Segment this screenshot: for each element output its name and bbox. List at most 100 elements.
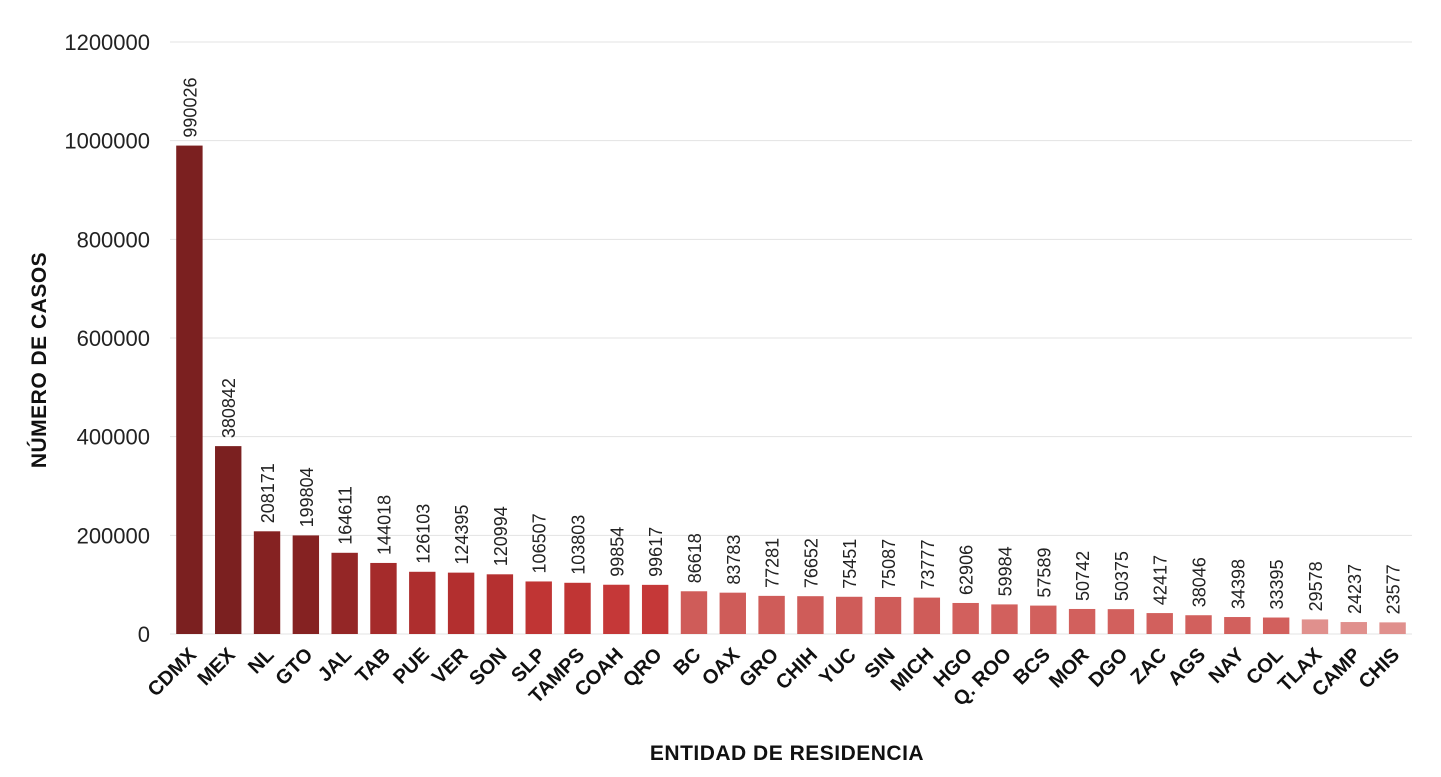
data-label: 75451	[840, 539, 860, 589]
x-tick-label: MICH	[887, 644, 939, 696]
bar-bcs	[1030, 605, 1057, 634]
data-label: 33395	[1267, 559, 1287, 609]
x-tick-label: BCS	[1009, 644, 1054, 689]
bar-tab	[370, 562, 397, 634]
data-label: 126103	[413, 504, 433, 564]
y-tick-label: 1200000	[64, 30, 150, 55]
data-label: 99854	[607, 527, 627, 577]
bar-chih	[797, 596, 824, 634]
data-label: 50375	[1112, 551, 1132, 601]
bar-mex	[215, 446, 242, 634]
x-tick-label: YUC	[815, 644, 860, 689]
bar-jal	[331, 552, 358, 634]
data-label: 208171	[258, 463, 278, 523]
bar-oax	[719, 592, 746, 634]
x-tick-label: OAX	[698, 644, 745, 691]
y-axis-title: NÚMERO DE CASOS	[27, 252, 51, 468]
data-label: 124395	[452, 505, 472, 565]
bar-chis	[1379, 622, 1406, 634]
bar-mich	[913, 597, 941, 634]
x-tick-label: PUE	[389, 644, 434, 689]
bar-gto	[292, 535, 320, 634]
data-label: 77281	[763, 538, 783, 588]
bar-zac	[1146, 613, 1173, 634]
data-label: 24237	[1345, 564, 1365, 614]
x-tick-label: GTO	[271, 644, 317, 690]
x-axis-title: ENTIDAD DE RESIDENCIA	[650, 742, 924, 765]
x-tick-label: DGO	[1085, 644, 1133, 692]
bar-son	[486, 574, 514, 634]
gridlines	[170, 41, 1412, 635]
x-tick-label: ZAC	[1127, 644, 1172, 689]
y-tick-label: 400000	[77, 425, 150, 450]
bar-hgo	[952, 602, 979, 634]
data-label: 38046	[1190, 557, 1210, 607]
data-labels: 990026 380842 208171 199804 164611 144018 1261…	[180, 78, 1403, 615]
x-tick-label: MOR	[1045, 644, 1094, 693]
bar-pue	[409, 571, 436, 634]
data-label: 75087	[879, 539, 899, 589]
bar-q-roo	[991, 604, 1018, 634]
data-label: 29578	[1306, 561, 1326, 611]
data-label: 57589	[1034, 548, 1054, 598]
data-label: 164611	[336, 486, 356, 545]
y-tick-label: 600000	[77, 326, 150, 351]
bar-ver	[447, 572, 475, 634]
x-tick-label: TAB	[351, 644, 395, 688]
bar-mor	[1068, 608, 1096, 634]
data-label: 106507	[530, 513, 550, 573]
bar-qro	[641, 584, 669, 634]
bar-bc	[680, 591, 708, 634]
data-label: 86618	[685, 533, 705, 583]
data-label: 990026	[180, 78, 200, 138]
bar-camp	[1340, 622, 1367, 634]
x-tick-label: QRO	[619, 644, 667, 692]
x-tick-label: JAL	[314, 644, 356, 686]
x-tick-label: VER	[428, 644, 473, 689]
data-label: 144018	[374, 495, 394, 555]
data-label: 23577	[1384, 564, 1404, 614]
data-label: 103803	[569, 515, 589, 575]
data-label: 34398	[1228, 559, 1248, 609]
data-label: 99617	[646, 527, 666, 577]
bars	[176, 145, 1406, 635]
data-label: 50742	[1073, 551, 1093, 601]
bar-nl	[253, 531, 281, 634]
data-label: 380842	[219, 378, 239, 438]
x-tick-label: MEX	[194, 644, 241, 691]
data-label: 42417	[1151, 555, 1171, 605]
bar-ags	[1185, 615, 1212, 634]
y-axis-tick-labels: 0 200000 400000 600000 800000 1000000 1200000	[64, 30, 150, 647]
bar-col	[1262, 617, 1290, 634]
bar-dgo	[1107, 609, 1135, 634]
data-label: 120994	[491, 506, 511, 566]
x-tick-label: NAY	[1205, 644, 1250, 689]
x-tick-label: SON	[465, 644, 511, 690]
y-tick-label: 1000000	[64, 129, 150, 154]
bar-gro	[758, 595, 785, 634]
data-label: 199804	[297, 467, 317, 527]
bar-slp	[525, 581, 552, 634]
x-tick-label: CHIH	[772, 644, 822, 694]
data-label: 62906	[957, 545, 977, 595]
y-tick-label: 0	[138, 622, 150, 647]
data-label: 59984	[995, 546, 1015, 596]
data-label: 73777	[918, 540, 938, 590]
data-label: 76652	[801, 538, 821, 588]
bar-yuc	[836, 596, 863, 634]
bar-sin	[874, 596, 902, 634]
bar-tlax	[1301, 619, 1329, 634]
x-tick-label: GRO	[735, 644, 783, 692]
bar-coah	[603, 584, 630, 634]
bar-cdmx	[176, 145, 203, 635]
data-label: 83783	[724, 535, 744, 585]
y-tick-label: 800000	[77, 227, 150, 252]
x-tick-label: CDMX	[144, 644, 202, 702]
x-tick-label: AGS	[1164, 644, 1210, 690]
y-tick-label: 200000	[77, 523, 150, 548]
bar-tamps	[564, 582, 591, 634]
x-tick-label: CHIS	[1355, 644, 1404, 693]
bar-nay	[1224, 617, 1251, 634]
